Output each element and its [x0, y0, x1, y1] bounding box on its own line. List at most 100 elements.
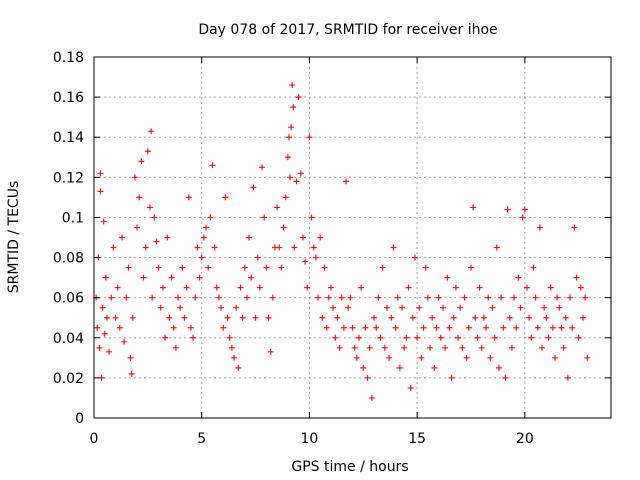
- data-point: [108, 294, 115, 301]
- data-point: [297, 170, 304, 177]
- data-point: [306, 134, 313, 141]
- y-tick-label: 0.02: [53, 371, 84, 387]
- data-point: [461, 294, 468, 301]
- data-point: [360, 364, 367, 371]
- data-point: [327, 284, 334, 291]
- data-point: [278, 264, 285, 271]
- data-point: [319, 314, 326, 321]
- data-point: [312, 254, 319, 261]
- data-point: [394, 294, 401, 301]
- data-point: [151, 214, 158, 221]
- data-point: [101, 330, 108, 337]
- data-point: [194, 244, 201, 251]
- data-point: [179, 264, 186, 271]
- data-point: [226, 334, 233, 341]
- data-point: [345, 304, 352, 311]
- data-point: [536, 224, 543, 231]
- data-point: [128, 370, 135, 377]
- data-point: [207, 214, 214, 221]
- data-point: [534, 324, 541, 331]
- data-point: [340, 324, 347, 331]
- data-point: [422, 264, 429, 271]
- data-point: [388, 314, 395, 321]
- data-point: [220, 324, 227, 331]
- data-point: [403, 334, 410, 341]
- data-point: [153, 238, 160, 245]
- data-point: [299, 234, 306, 241]
- y-tick-label: 0.14: [53, 130, 84, 146]
- data-point: [293, 178, 300, 185]
- data-point: [125, 264, 132, 271]
- y-tick-label: 0.18: [53, 50, 84, 66]
- data-point: [211, 244, 218, 251]
- data-point: [315, 294, 322, 301]
- data-point: [414, 334, 421, 341]
- data-point: [547, 284, 554, 291]
- data-point: [386, 354, 393, 361]
- data-point: [302, 258, 309, 265]
- y-tick-label: 0.04: [53, 331, 84, 347]
- y-tick-label: 0.16: [53, 90, 84, 106]
- data-point: [147, 204, 154, 211]
- data-point: [495, 364, 502, 371]
- data-point: [149, 294, 156, 301]
- data-point: [442, 344, 449, 351]
- data-point: [358, 284, 365, 291]
- data-point: [203, 224, 210, 231]
- data-point: [185, 194, 192, 201]
- data-point: [562, 314, 569, 321]
- data-point: [100, 218, 107, 225]
- data-point: [99, 304, 106, 311]
- data-point: [295, 94, 302, 101]
- data-point: [218, 304, 225, 311]
- data-point: [439, 304, 446, 311]
- data-point: [549, 324, 556, 331]
- data-point: [377, 334, 384, 341]
- data-point: [336, 344, 343, 351]
- data-point: [114, 284, 121, 291]
- data-point: [435, 294, 442, 301]
- data-point: [411, 254, 418, 261]
- data-point: [554, 294, 561, 301]
- data-point: [401, 344, 408, 351]
- data-point: [287, 174, 294, 181]
- data-point: [457, 304, 464, 311]
- data-point: [532, 294, 539, 301]
- data-point: [166, 314, 173, 321]
- data-point: [476, 284, 483, 291]
- data-point: [373, 324, 380, 331]
- data-point: [579, 314, 586, 321]
- data-point: [131, 174, 138, 181]
- data-point: [243, 294, 250, 301]
- data-point: [487, 354, 494, 361]
- data-point: [338, 294, 345, 301]
- data-point: [523, 284, 530, 291]
- data-point: [381, 344, 388, 351]
- data-point: [215, 294, 222, 301]
- data-point: [448, 374, 455, 381]
- data-point: [136, 194, 143, 201]
- data-point: [526, 314, 533, 321]
- data-point: [330, 304, 337, 311]
- data-point: [162, 334, 169, 341]
- data-point: [97, 170, 104, 177]
- data-point: [308, 214, 315, 221]
- data-point: [252, 314, 259, 321]
- data-point: [498, 294, 505, 301]
- data-point: [427, 344, 434, 351]
- data-point: [582, 294, 589, 301]
- data-point: [261, 214, 268, 221]
- x-tick-label: 5: [197, 431, 206, 447]
- data-point: [317, 234, 324, 241]
- data-point: [521, 206, 528, 213]
- data-point: [517, 304, 524, 311]
- data-point: [444, 274, 451, 281]
- data-point: [102, 274, 109, 281]
- data-point: [187, 324, 194, 331]
- data-point: [379, 264, 386, 271]
- data-point: [474, 334, 481, 341]
- data-point: [575, 334, 582, 341]
- data-point: [409, 314, 416, 321]
- data-point: [155, 264, 162, 271]
